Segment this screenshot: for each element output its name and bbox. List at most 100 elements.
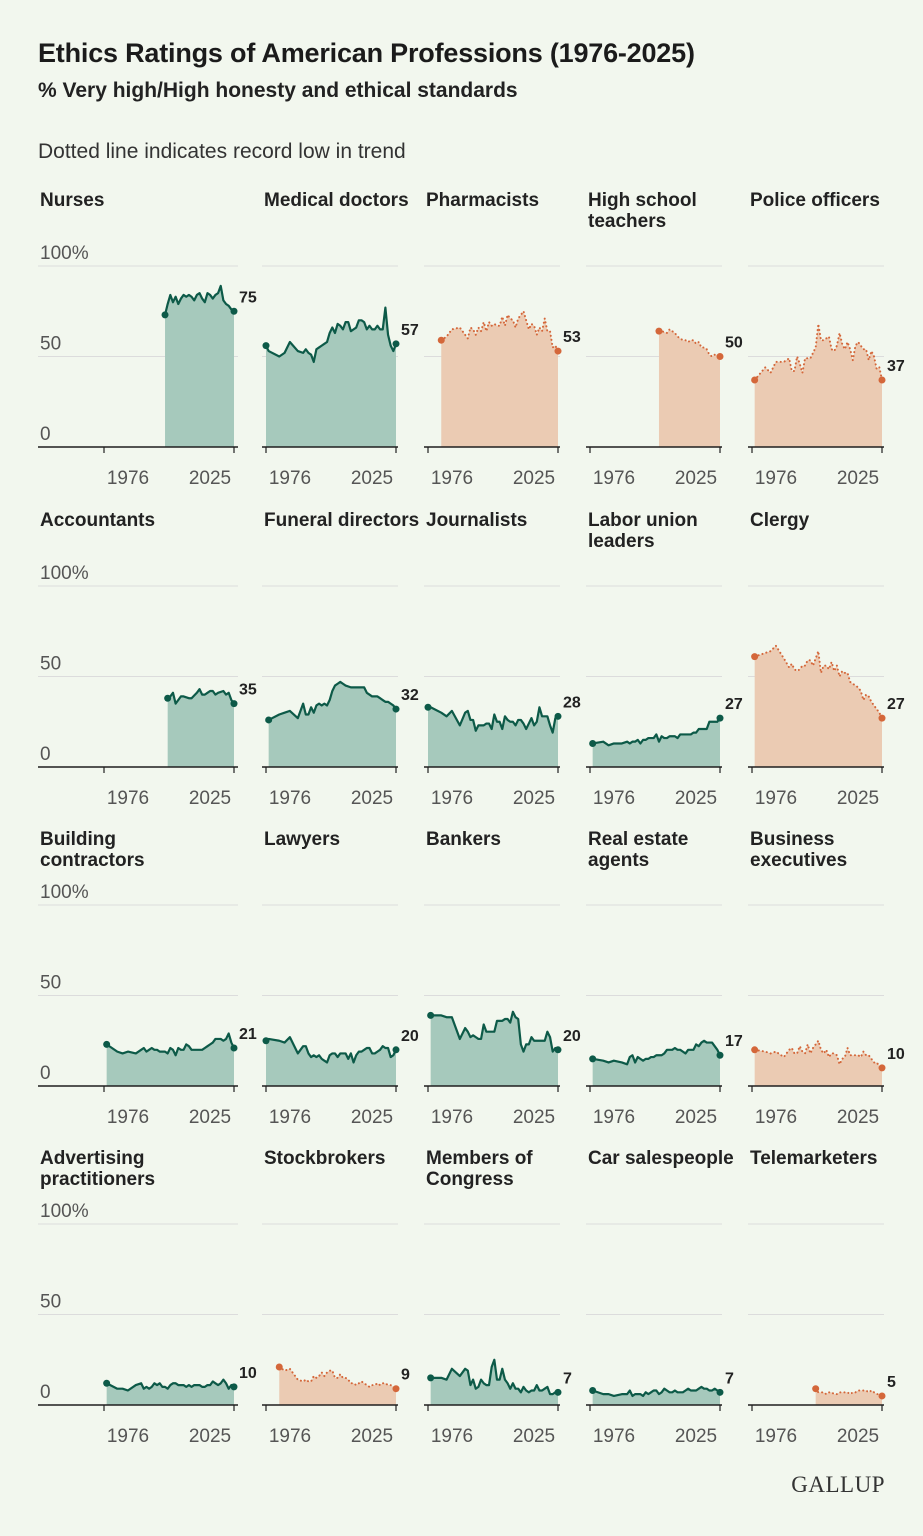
chart-title: Ethics Ratings of American Professions (… xyxy=(38,38,695,68)
series-line xyxy=(657,328,721,358)
panel-title: Advertising practitioners xyxy=(40,1148,156,1190)
series-line xyxy=(814,1387,883,1397)
end-point xyxy=(392,1385,400,1393)
end-value-label: 10 xyxy=(239,1365,257,1382)
end-value-label: 57 xyxy=(401,322,419,339)
panel-title: High school teachers xyxy=(588,190,697,232)
series-line xyxy=(753,644,883,720)
panel-high-school-teachers: High school teachers 50 1976 2025 xyxy=(586,190,746,510)
panel-chart: 5 1976 2025 xyxy=(748,1223,896,1447)
panel-title: Medical doctors xyxy=(264,190,409,211)
x-tick-label: 1976 xyxy=(755,1426,797,1447)
panel-funeral-directors: Funeral directors 32 1976 2025 xyxy=(262,510,422,830)
series-line xyxy=(440,310,559,353)
series-area xyxy=(106,1033,234,1086)
series-line xyxy=(264,1036,398,1064)
panel-title: Clergy xyxy=(750,510,810,531)
x-tick-label: 1976 xyxy=(269,1426,311,1447)
x-tick-label: 1976 xyxy=(431,1426,473,1447)
y-tick-label: 0 xyxy=(40,1063,51,1084)
end-value-label: 53 xyxy=(563,329,581,346)
end-point xyxy=(230,307,238,315)
end-point xyxy=(230,700,238,708)
panel-police-officers: Police officers 37 1976 2025 xyxy=(748,190,908,510)
x-tick-label: 2025 xyxy=(189,788,231,809)
x-tick-label: 1976 xyxy=(269,1107,311,1128)
end-value-label: 50 xyxy=(725,335,743,352)
panel-chart: 50 1976 2025 xyxy=(586,265,743,489)
y-tick-label: 50 xyxy=(40,973,61,994)
y-tick-label: 100% xyxy=(40,1201,89,1222)
panel-title: Lawyers xyxy=(264,829,341,850)
end-point xyxy=(230,1383,238,1391)
end-value-label: 20 xyxy=(563,1028,581,1045)
panel-chart: 28 1976 2025 xyxy=(424,585,581,809)
x-tick-label: 1976 xyxy=(593,468,635,489)
end-value-label: 7 xyxy=(725,1370,734,1387)
start-point xyxy=(655,327,663,335)
end-point xyxy=(554,1388,562,1396)
y-tick-label: 0 xyxy=(40,424,51,445)
x-tick-label: 1976 xyxy=(107,788,149,809)
panel-title: Building contractors xyxy=(40,829,145,871)
panel-chart: 7 1976 2025 xyxy=(586,1223,734,1447)
end-point xyxy=(230,1044,238,1052)
end-point xyxy=(878,1392,886,1400)
x-tick-label: 1976 xyxy=(593,1107,635,1128)
panel-advertising-practitioners: Advertising practitioners 100% 50 0 10 1976 20… xyxy=(38,1148,257,1468)
start-point xyxy=(262,342,270,350)
panel-title: Police officers xyxy=(750,190,880,211)
start-point xyxy=(589,1055,597,1063)
start-point xyxy=(427,1011,435,1019)
x-tick-label: 2025 xyxy=(189,1426,231,1447)
end-value-label: 28 xyxy=(563,694,581,711)
panel-clergy: Clergy 27 1976 2025 xyxy=(748,510,908,830)
end-value-label: 35 xyxy=(239,682,257,699)
y-tick-label: 0 xyxy=(40,744,51,765)
panel-title: Members of Congress xyxy=(426,1148,533,1190)
end-point xyxy=(716,1051,724,1059)
y-tick-label: 100% xyxy=(40,882,89,903)
y-tick-label: 100% xyxy=(40,563,89,584)
series-area xyxy=(279,1366,396,1405)
panel-business-executives: Business executives 10 1976 2025 xyxy=(748,829,908,1149)
end-value-label: 5 xyxy=(887,1374,896,1391)
panel-chart: 27 1976 2025 xyxy=(748,585,905,809)
panel-chart: 32 1976 2025 xyxy=(262,585,419,809)
x-tick-label: 2025 xyxy=(513,1426,555,1447)
end-value-label: 17 xyxy=(725,1033,743,1050)
series-area xyxy=(106,1379,234,1405)
panel-journalists: Journalists 28 1976 2025 xyxy=(424,510,584,830)
panel-pharmacists: Pharmacists 53 1976 2025 xyxy=(424,190,584,510)
x-tick-label: 2025 xyxy=(513,1107,555,1128)
start-point xyxy=(751,653,759,661)
start-point xyxy=(812,1385,820,1393)
panel-title: Pharmacists xyxy=(426,190,540,211)
y-tick-label: 100% xyxy=(40,243,89,264)
series-area xyxy=(754,645,882,767)
panel-chart: 27 1976 2025 xyxy=(586,585,743,809)
end-value-label: 32 xyxy=(401,687,419,704)
chart-subtitle: % Very high/High honesty and ethical sta… xyxy=(38,79,518,102)
series-area xyxy=(815,1388,882,1405)
series-line xyxy=(163,284,236,316)
series-line xyxy=(166,688,236,705)
series-area xyxy=(266,307,396,447)
panel-chart: 100% 50 0 35 1976 2025 xyxy=(38,563,257,809)
start-point xyxy=(262,1037,270,1045)
end-point xyxy=(392,705,400,713)
start-point xyxy=(427,1374,435,1382)
panel-title: Nurses xyxy=(40,190,105,211)
series-area xyxy=(754,1040,882,1086)
end-point xyxy=(554,712,562,720)
panel-medical-doctors: Medical doctors 57 1976 2025 xyxy=(262,190,422,510)
chart-note: Dotted line indicates record low in tren… xyxy=(38,140,406,163)
start-point xyxy=(589,1387,597,1395)
end-point xyxy=(878,376,886,384)
x-tick-label: 2025 xyxy=(675,1426,717,1447)
series-line xyxy=(264,306,398,364)
end-value-label: 37 xyxy=(887,358,905,375)
panel-title: Stockbrokers xyxy=(264,1148,386,1169)
series-area xyxy=(592,1386,720,1405)
series-area xyxy=(165,285,234,447)
